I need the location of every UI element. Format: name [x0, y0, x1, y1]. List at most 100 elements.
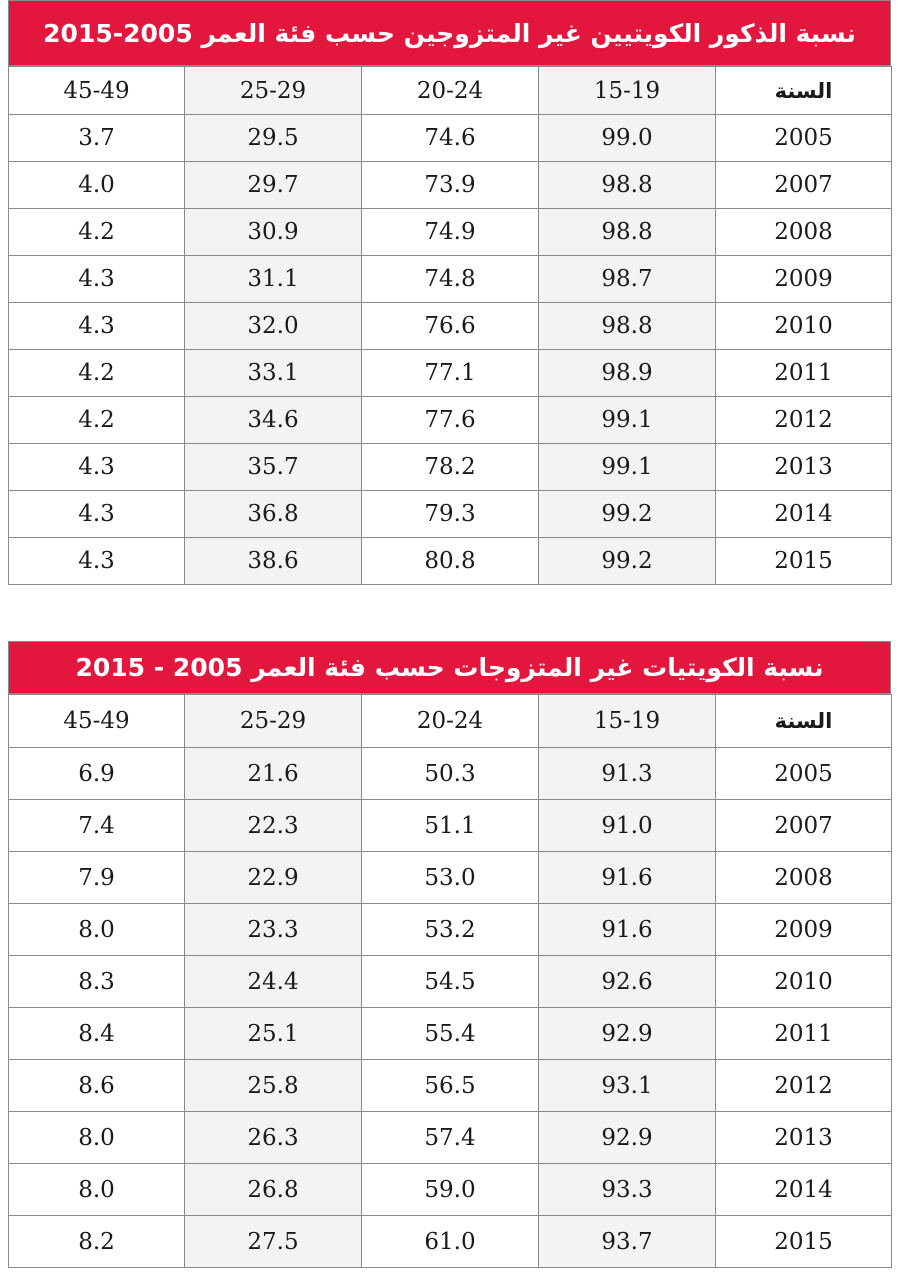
- table-row: 8.3 24.4 54.5 92.6 2010: [8, 955, 892, 1008]
- percentage-cell: 54.5: [361, 955, 539, 1008]
- table-row: 3.7 29.5 74.6 99.0 2005: [8, 114, 892, 162]
- percentage-cell: 25.8: [184, 1059, 362, 1112]
- table-header-row: 45-49 25-29 20-24 15-19 السنة: [8, 66, 892, 115]
- percentage-cell: 51.1: [361, 799, 539, 852]
- percentage-cell: 98.8: [538, 302, 716, 350]
- percentage-cell: 23.3: [184, 903, 362, 956]
- percentage-cell: 4.2: [8, 349, 185, 397]
- column-header-age-group: 25-29: [184, 694, 362, 748]
- year-cell: 2014: [715, 1163, 892, 1216]
- percentage-cell: 33.1: [184, 349, 362, 397]
- table-row: 8.6 25.8 56.5 93.1 2012: [8, 1059, 892, 1112]
- column-header-age-group: 45-49: [8, 694, 185, 748]
- percentage-cell: 4.3: [8, 302, 185, 350]
- percentage-cell: 74.9: [361, 208, 539, 256]
- year-cell: 2013: [715, 1111, 892, 1164]
- percentage-cell: 98.8: [538, 161, 716, 209]
- table-female-unmarried: نسبة الكويتيات غير المتزوجات حسب فئة الع…: [8, 641, 892, 1268]
- year-cell: 2012: [715, 1059, 892, 1112]
- year-cell: 2010: [715, 302, 892, 350]
- percentage-cell: 98.8: [538, 208, 716, 256]
- data-table: 45-49 25-29 20-24 15-19 السنة 6.9 21.6 50.3 91.3…: [8, 694, 892, 1268]
- table-row: 4.3 31.1 74.8 98.7 2009: [8, 255, 892, 303]
- percentage-cell: 92.6: [538, 955, 716, 1008]
- year-cell: 2005: [715, 114, 892, 162]
- column-header-age-group: 20-24: [361, 694, 539, 748]
- percentage-cell: 8.6: [8, 1059, 185, 1112]
- table-row: 4.3 35.7 78.2 99.1 2013: [8, 443, 892, 491]
- column-header-age-group: 45-49: [8, 66, 185, 115]
- data-table: 45-49 25-29 20-24 15-19 السنة 3.7 29.5 74.6 99.0…: [8, 66, 892, 585]
- percentage-cell: 74.6: [361, 114, 539, 162]
- year-cell: 2005: [715, 747, 892, 800]
- column-header-age-group: 15-19: [538, 694, 716, 748]
- percentage-cell: 99.1: [538, 443, 716, 491]
- year-cell: 2013: [715, 443, 892, 491]
- percentage-cell: 30.9: [184, 208, 362, 256]
- percentage-cell: 79.3: [361, 490, 539, 538]
- percentage-cell: 4.2: [8, 208, 185, 256]
- table-title: نسبة الكويتيات غير المتزوجات حسب فئة الع…: [8, 641, 891, 694]
- percentage-cell: 7.4: [8, 799, 185, 852]
- percentage-cell: 77.6: [361, 396, 539, 444]
- percentage-cell: 31.1: [184, 255, 362, 303]
- percentage-cell: 8.2: [8, 1215, 185, 1268]
- table-row: 8.0 26.3 57.4 92.9 2013: [8, 1111, 892, 1164]
- percentage-cell: 80.8: [361, 537, 539, 585]
- year-cell: 2015: [715, 537, 892, 585]
- percentage-cell: 53.0: [361, 851, 539, 904]
- table-row: 4.0 29.7 73.9 98.8 2007: [8, 161, 892, 209]
- percentage-cell: 61.0: [361, 1215, 539, 1268]
- percentage-cell: 91.6: [538, 903, 716, 956]
- table-title: نسبة الذكور الكويتيين غير المتزوجين حسب …: [8, 0, 891, 66]
- percentage-cell: 74.8: [361, 255, 539, 303]
- table-row: 4.2 30.9 74.9 98.8 2008: [8, 208, 892, 256]
- year-cell: 2012: [715, 396, 892, 444]
- percentage-cell: 29.7: [184, 161, 362, 209]
- percentage-cell: 55.4: [361, 1007, 539, 1060]
- percentage-cell: 93.1: [538, 1059, 716, 1112]
- table-row: 8.0 23.3 53.2 91.6 2009: [8, 903, 892, 956]
- percentage-cell: 26.8: [184, 1163, 362, 1216]
- percentage-cell: 98.9: [538, 349, 716, 397]
- table-row: 4.3 32.0 76.6 98.8 2010: [8, 302, 892, 350]
- table-row: 4.3 36.8 79.3 99.2 2014: [8, 490, 892, 538]
- table-row: 8.2 27.5 61.0 93.7 2015: [8, 1215, 892, 1268]
- table-row: 4.3 38.6 80.8 99.2 2015: [8, 537, 892, 585]
- table-row: 6.9 21.6 50.3 91.3 2005: [8, 747, 892, 800]
- column-header-age-group: 15-19: [538, 66, 716, 115]
- year-cell: 2007: [715, 161, 892, 209]
- percentage-cell: 38.6: [184, 537, 362, 585]
- percentage-cell: 99.1: [538, 396, 716, 444]
- percentage-cell: 34.6: [184, 396, 362, 444]
- table-row: 8.0 26.8 59.0 93.3 2014: [8, 1163, 892, 1216]
- year-cell: 2009: [715, 903, 892, 956]
- table-male-unmarried: نسبة الذكور الكويتيين غير المتزوجين حسب …: [8, 0, 892, 585]
- percentage-cell: 91.3: [538, 747, 716, 800]
- percentage-cell: 6.9: [8, 747, 185, 800]
- table-row: 4.2 33.1 77.1 98.9 2011: [8, 349, 892, 397]
- percentage-cell: 8.4: [8, 1007, 185, 1060]
- percentage-cell: 77.1: [361, 349, 539, 397]
- year-cell: 2010: [715, 955, 892, 1008]
- percentage-cell: 76.6: [361, 302, 539, 350]
- table-row: 7.4 22.3 51.1 91.0 2007: [8, 799, 892, 852]
- percentage-cell: 4.3: [8, 490, 185, 538]
- year-cell: 2008: [715, 208, 892, 256]
- percentage-cell: 93.3: [538, 1163, 716, 1216]
- percentage-cell: 26.3: [184, 1111, 362, 1164]
- percentage-cell: 56.5: [361, 1059, 539, 1112]
- percentage-cell: 8.3: [8, 955, 185, 1008]
- year-cell: 2011: [715, 349, 892, 397]
- percentage-cell: 4.0: [8, 161, 185, 209]
- percentage-cell: 4.3: [8, 537, 185, 585]
- table-row: 4.2 34.6 77.6 99.1 2012: [8, 396, 892, 444]
- year-cell: 2015: [715, 1215, 892, 1268]
- percentage-cell: 22.9: [184, 851, 362, 904]
- table-header-row: 45-49 25-29 20-24 15-19 السنة: [8, 694, 892, 748]
- percentage-cell: 53.2: [361, 903, 539, 956]
- percentage-cell: 99.2: [538, 490, 716, 538]
- year-cell: 2009: [715, 255, 892, 303]
- percentage-cell: 50.3: [361, 747, 539, 800]
- column-header-year: السنة: [715, 694, 892, 748]
